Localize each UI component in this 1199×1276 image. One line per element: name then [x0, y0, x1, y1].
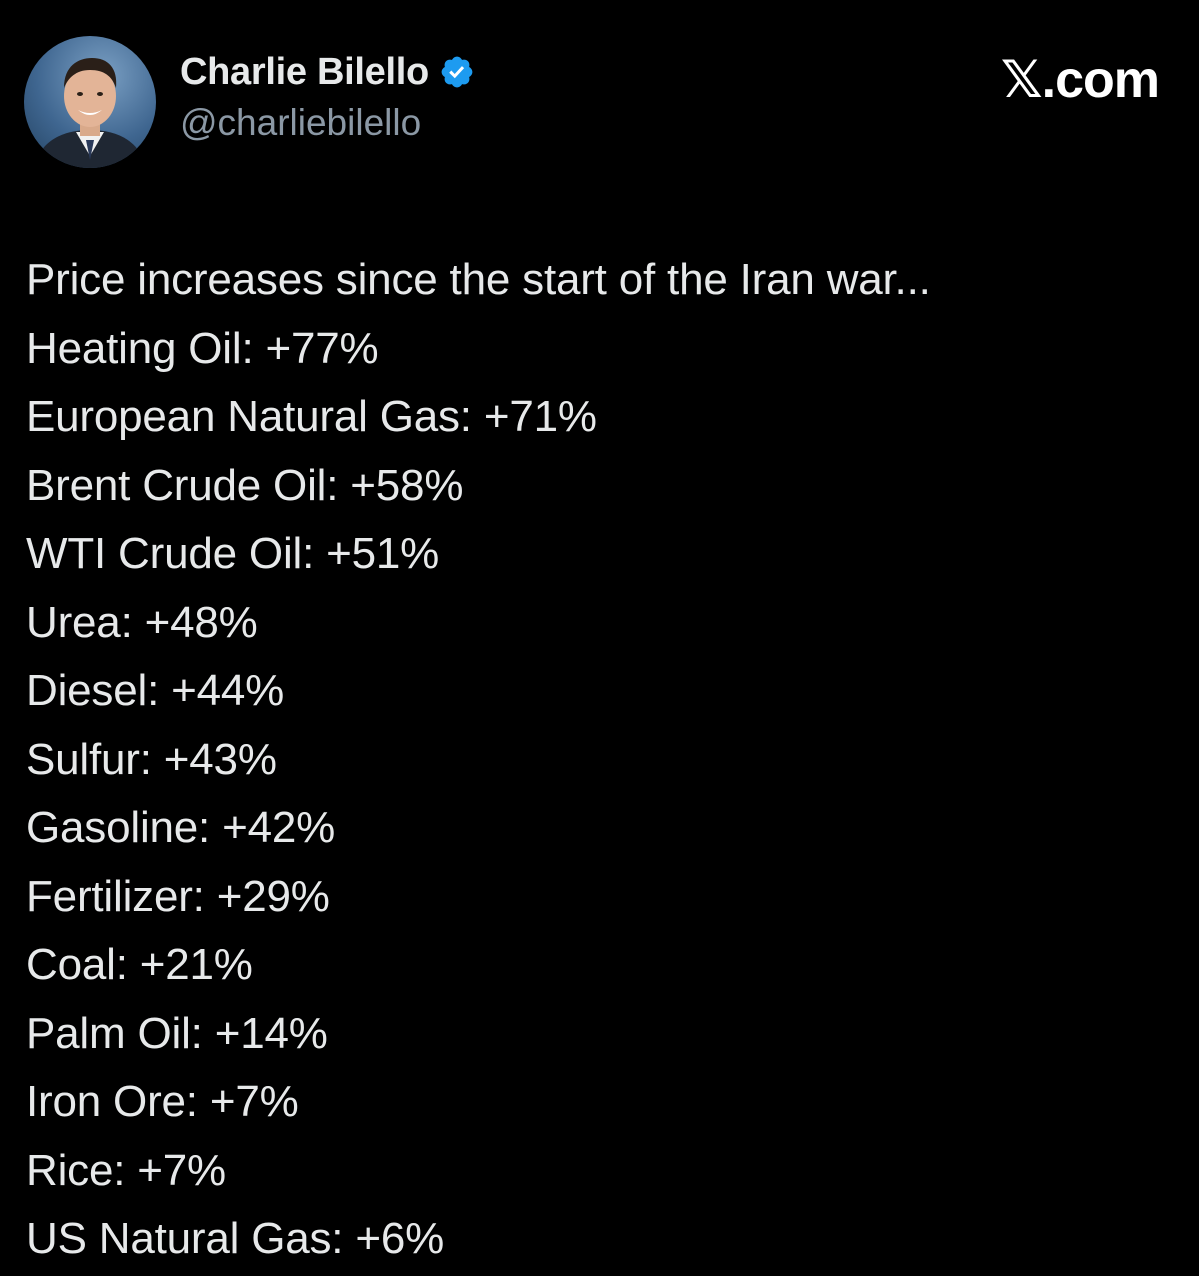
list-item: Coal: +21% [26, 940, 253, 989]
list-item: Sulfur: +43% [26, 734, 277, 784]
list-item: Rice: +7% [26, 1145, 226, 1195]
tweet-body: Price increases since the start of the I… [26, 246, 1166, 1274]
name-row: Charlie Bilello [180, 48, 475, 96]
x-com-logo: 𝕏.com [1000, 51, 1160, 109]
avatar[interactable] [24, 36, 156, 168]
list-item: Brent Crude Oil: +58% [26, 460, 464, 510]
list-item: WTI Crude Oil: +51% [26, 529, 440, 578]
verified-badge-icon [439, 54, 475, 90]
author-identity: Charlie Bilello @charliebilello [180, 48, 475, 144]
author-handle[interactable]: @charliebilello [180, 102, 422, 143]
list-item: Iron Ore: +7% [26, 1077, 299, 1126]
list-item: European Natural Gas: +71% [26, 392, 597, 441]
list-item: Urea: +48% [26, 597, 258, 647]
list-item: Palm Oil: +14% [26, 1008, 328, 1058]
list-item: Heating Oil: +77% [26, 323, 379, 373]
list-item: US Natural Gas: +6% [26, 1214, 445, 1263]
tweet-header: Charlie Bilello @charliebilello 𝕏.com [24, 36, 1160, 168]
avatar-portrait-icon [34, 58, 146, 168]
author-display-name[interactable]: Charlie Bilello [180, 50, 429, 93]
list-item: Fertilizer: +29% [26, 871, 330, 921]
list-item: Gasoline: +42% [26, 803, 336, 852]
list-item: Diesel: +44% [26, 666, 285, 715]
tweet-intro: Price increases since the start of the I… [26, 255, 931, 304]
